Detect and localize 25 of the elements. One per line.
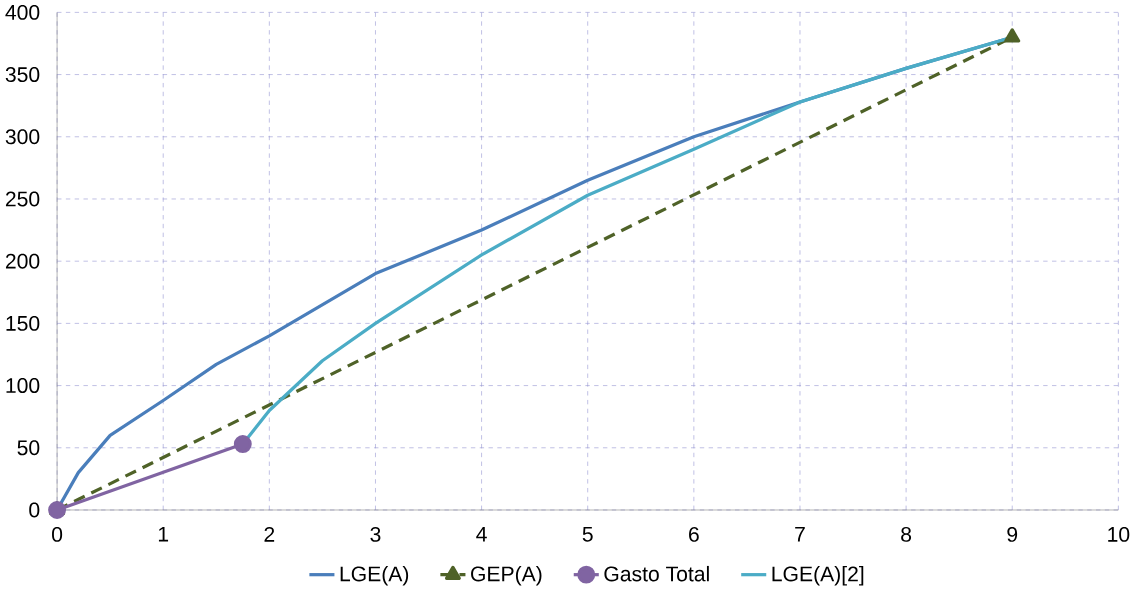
x-tick-label: 10 bbox=[1108, 526, 1130, 542]
y-tick-label: 200 bbox=[5, 253, 40, 269]
x-tick-label: 9 bbox=[1007, 526, 1018, 542]
x-tick-label: 6 bbox=[689, 526, 699, 542]
x-tick-label: 0 bbox=[52, 526, 63, 542]
y-tick-label: 300 bbox=[5, 129, 40, 145]
x-tick-label: 7 bbox=[795, 526, 805, 542]
x-tick-label: 4 bbox=[476, 526, 487, 542]
legend-label: Gasto Total bbox=[604, 565, 709, 582]
x-tick-label: 5 bbox=[582, 526, 593, 542]
y-tick-label: 400 bbox=[5, 4, 40, 20]
y-tick-label: 250 bbox=[5, 191, 40, 207]
x-tick-label: 1 bbox=[158, 526, 169, 542]
legend-label: GEP(A) bbox=[471, 565, 542, 586]
y-tick-label: 350 bbox=[5, 66, 40, 82]
y-tick-label: 100 bbox=[6, 377, 40, 393]
legend-label: LGE(A)[2] bbox=[772, 565, 864, 586]
x-tick-label: 3 bbox=[370, 526, 381, 542]
y-tick-label: 0 bbox=[29, 502, 40, 518]
y-tick-label: 150 bbox=[6, 315, 40, 331]
y-tick-label: 50 bbox=[17, 440, 40, 456]
x-tick-label: 8 bbox=[901, 526, 912, 542]
x-tick-label: 2 bbox=[264, 526, 275, 542]
point bbox=[233, 434, 252, 453]
legend-label: LGE(A) bbox=[340, 565, 409, 586]
